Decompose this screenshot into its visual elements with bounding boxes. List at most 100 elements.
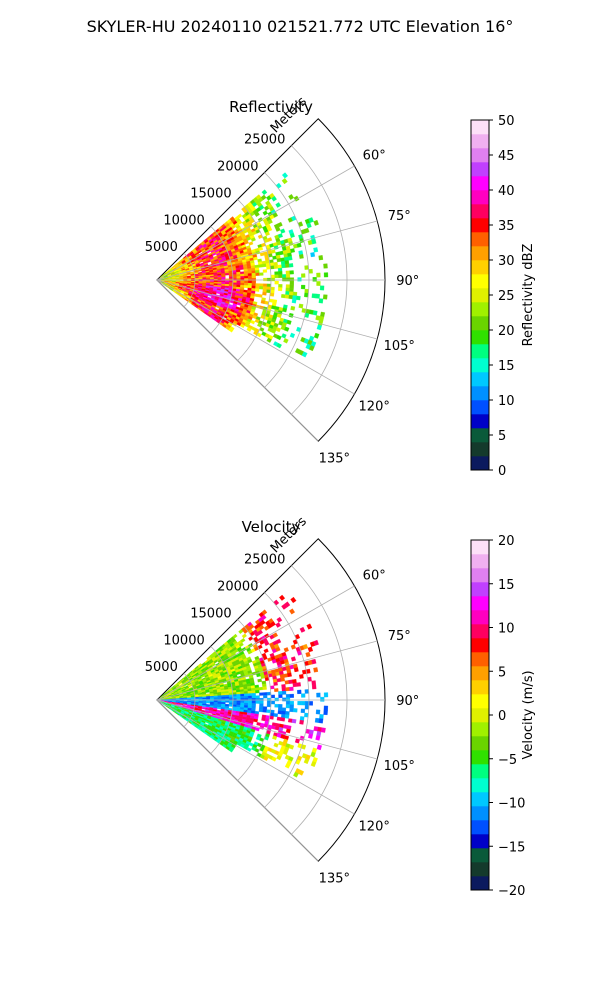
radar-gate [320,727,326,733]
radar-gate [313,332,320,339]
radar-gate [262,706,268,710]
radar-gate [290,656,296,662]
radar-gate [263,755,269,761]
radar-gate [248,278,253,281]
radar-gate [262,291,267,296]
radar-gate [283,338,289,344]
radar-gate [284,763,291,769]
radar-gate [262,709,267,713]
radar-gate [310,761,317,768]
radar-gate [323,710,328,716]
radar-gate [262,286,268,290]
radar-gate [306,623,313,630]
colorbar: −20 −15 −10 −5 0 5 10 15 20 Velocity (m/s) [470,534,536,899]
colorbar-tick-label: 25 [498,289,515,304]
colorbar-tick-label: 15 [498,359,515,374]
colorbar-swatch [471,218,489,233]
radar-gate [312,310,318,316]
colorbar-tick-label: 45 [498,149,515,164]
radar-gate [305,651,311,658]
radar-gate [277,287,283,292]
radar-gate [281,264,286,269]
radar-gate [274,688,279,692]
radar-gate [254,211,260,217]
radar-gate [280,228,286,234]
radar-gate [251,278,256,282]
radar-gate [275,622,281,628]
angular-gridline [156,279,319,442]
colorbar-swatch [471,288,489,303]
radar-gate [232,274,237,277]
radar-gate [288,291,294,296]
colorbar-swatch [471,792,489,807]
radar-gate [247,695,253,699]
radar-gate [266,283,272,288]
radar-gate [293,667,299,673]
panel-title: Velocity [242,518,301,536]
radar-gate [289,284,294,289]
radar-gate [238,642,244,648]
radar-gate [258,264,263,268]
radar-gate [299,626,306,633]
radar-gate [255,283,260,287]
radar-gate [247,693,253,697]
radar-gate [258,708,264,713]
colorbar-swatch [471,736,489,751]
colorbar-swatch [471,820,489,835]
radar-gate [289,704,294,709]
radar-gate [258,294,263,298]
colorbar-swatch [471,806,489,821]
radar-gate [282,697,287,702]
radial-tick-label: 10000 [163,213,204,228]
radar-gate [274,274,279,279]
radar-gate [261,609,268,616]
radar-gate [271,756,277,762]
colorbar-swatch [471,540,489,555]
radar-gate [299,716,305,721]
panel-title: Reflectivity [229,98,313,116]
colorbar-swatch [471,120,489,135]
radar-gate [270,274,275,279]
colorbar-label: Velocity (m/s) [521,670,536,759]
radar-gate [296,242,302,248]
radar-gate [275,646,281,652]
colorbar-swatch [471,666,489,681]
radar-gate [289,608,296,615]
radar-gate [277,264,282,269]
radar-gate [299,719,304,725]
radial-tick-label: 5000 [145,660,178,675]
radar-gate [206,277,211,280]
radar-gate [281,294,286,299]
radar-gate [263,277,268,282]
colorbar-swatch [471,330,489,345]
radar-gate [276,258,282,263]
colorbar: 0 5 10 15 20 25 30 35 40 45 50 Reflectivity dBZ [470,114,536,479]
colorbar-swatch [471,260,489,275]
radar-gate [270,694,275,699]
colorbar-tick-label: 10 [498,622,515,637]
radar-gate [221,276,226,280]
radar-gate [274,703,279,708]
radar-gate [250,237,256,242]
radar-gate [323,272,329,278]
radar-gate [285,274,291,278]
radial-tick-label: 5000 [145,240,178,255]
colorbar-swatch [471,722,489,737]
radar-gate [318,298,324,304]
radar-gate [275,327,281,333]
colorbar-tick-label: 35 [498,219,515,234]
radar-gate [236,700,241,704]
radar-gate [316,744,322,751]
colorbar-tick-label: −5 [498,753,517,768]
radar-gate [285,711,290,716]
radar-gate [262,269,268,273]
radar-gate [243,285,249,289]
angular-gridline [156,699,355,815]
radar-gate [272,735,278,740]
radar-gate [228,748,234,753]
radar-gate [289,232,295,238]
radar-gate [261,189,268,196]
radar-gate [247,270,252,274]
radar-gate [285,284,291,289]
radar-gate [275,638,282,644]
